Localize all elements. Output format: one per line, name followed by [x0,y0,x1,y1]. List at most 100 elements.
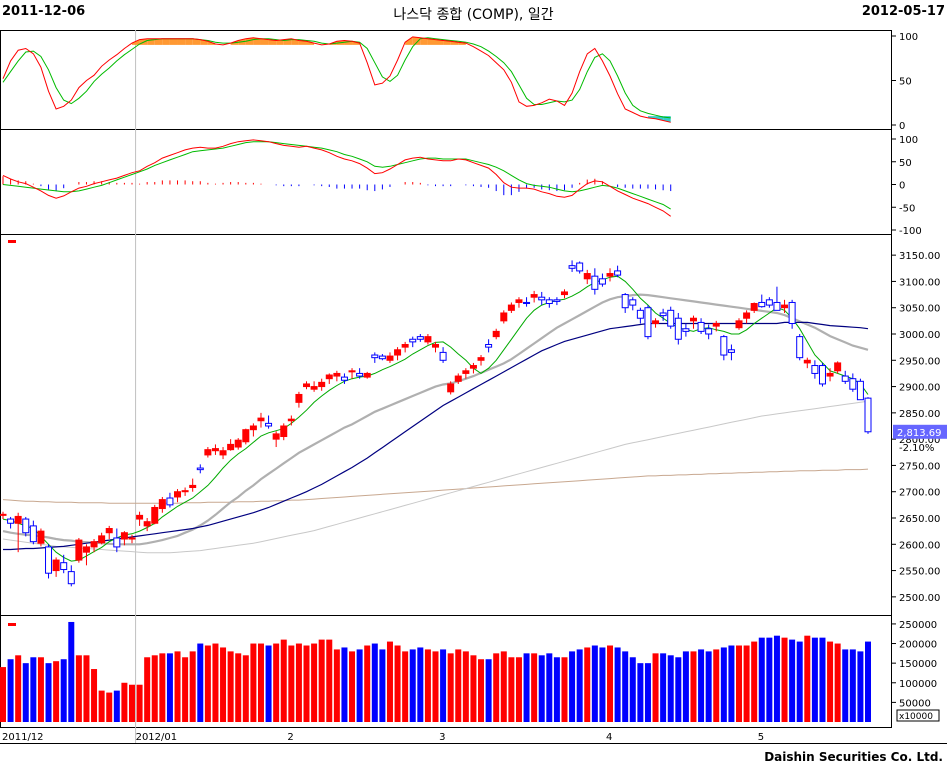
volume-bar [83,655,90,722]
candle-body [515,299,523,303]
candle-body [303,383,311,388]
volume-bar [295,643,302,722]
candle-body [454,375,462,382]
candle-body [545,299,553,305]
candle-body [37,530,45,544]
volume-bar [379,649,386,722]
volume-bar [758,637,765,722]
volume-bar [660,653,667,722]
end-date: 2012-05-17 [861,4,945,19]
volume-bar [341,647,348,722]
candle-body [394,349,402,356]
candle-body [151,506,159,524]
volume-bar [811,637,818,722]
start-date: 2011-12-06 [2,4,86,19]
price-ma120-line [2,400,869,554]
volume-bar [333,649,340,722]
volume-bar [781,637,788,722]
volume-bar [30,657,37,722]
volume-bar [728,645,735,722]
candle-body [22,518,30,534]
volume-bar [849,649,856,722]
candle-body [788,301,796,324]
volume-bar [75,655,82,722]
candle-body [818,365,826,385]
candle-body [325,374,333,380]
volume-bar [743,645,750,722]
volume-bar [220,647,227,722]
volume-unit-label: x10000 [899,712,933,722]
stoch-overbought-fill [268,39,277,45]
candle-body [743,312,751,319]
volume-bar [766,637,773,722]
volume-bar [159,653,166,722]
stoch-overbought-fill [185,38,193,45]
stoch-overbought-fill [427,38,436,45]
volume-tick-label: 200000 [899,640,937,651]
volume-bar [834,643,841,722]
panel-frame-price [0,234,892,616]
candle-body [469,365,477,369]
volume-bar [857,651,864,722]
candle-body [409,338,417,343]
candle-body [120,532,128,540]
price-tick-label: 2950.00 [899,356,940,367]
volume-bar [622,651,629,722]
volume-bar [250,643,257,722]
volume-bar [584,647,591,722]
volume-bar [682,651,689,722]
price-tick-label: 2700.00 [899,488,940,499]
price-tick-label: 3050.00 [899,304,940,315]
volume-bar [15,655,22,722]
volume-bar [690,651,697,722]
candle-body [864,397,872,433]
volume-bar [22,663,29,722]
candle-body [720,336,728,356]
volume-bar [796,641,803,722]
volume-bar [106,692,113,722]
candle-body [371,354,379,359]
candle-body [105,528,113,534]
stochastic-tick-label: 50 [899,77,912,88]
candle-body [45,546,53,574]
volume-bar [394,645,401,722]
candle-body [432,344,439,348]
candle-body [477,357,485,361]
macd-line [2,139,671,217]
candle-body [439,351,447,361]
price-tick-label: 2550.00 [899,567,940,578]
candle-body [67,571,75,585]
price-ma240-line [2,468,869,504]
volume-bar [166,653,173,722]
last-change-label: -2.10% [899,443,934,454]
candle-body [765,299,773,306]
volume-bar [865,641,871,722]
volume-bar [242,655,249,722]
volume-bar [538,655,545,722]
volume-bar [144,657,151,722]
volume-bar [257,643,264,722]
volume-bar [652,653,659,722]
volume-bar [553,657,560,722]
volume-bar [470,655,477,722]
volume-bar [591,645,598,722]
price-tick-label: 2900.00 [899,383,940,394]
volume-bar [478,659,485,722]
candle-body [181,490,189,493]
price-ma20-line [2,293,869,546]
volume-bar [569,651,576,722]
volume-bar [531,653,538,722]
volume-bar [326,639,333,722]
stoch-overbought-fill [169,38,178,45]
volume-bar [629,657,636,722]
candle-body [712,322,720,327]
stoch-overbought-fill [177,38,186,45]
price-tick-label: 2850.00 [899,409,940,420]
stoch-overbought-fill [276,39,284,45]
candle-body [492,330,500,338]
candle-body [568,265,576,269]
candle-body [280,425,288,438]
candle-body [834,362,842,372]
